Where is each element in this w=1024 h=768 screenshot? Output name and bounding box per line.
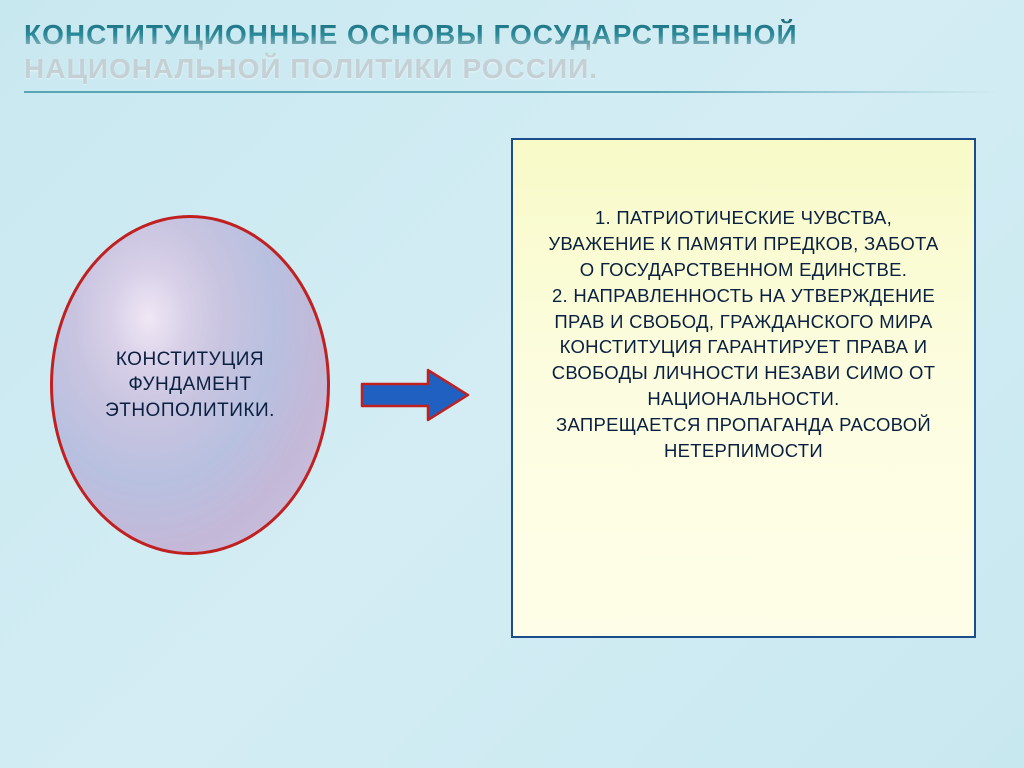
- title-line-1: КОНСТИТУЦИОННЫЕ ОСНОВЫ ГОСУДАРСТВЕННОЙ: [24, 19, 798, 50]
- concept-ellipse: КОНСТИТУЦИЯ ФУНДАМЕНТ ЭТНОПОЛИТИКИ.: [50, 215, 330, 555]
- content-text: 1. ПАТРИОТИЧЕСКИЕ ЧУВСТВА, УВАЖЕНИЕ К ПА…: [543, 205, 944, 464]
- title-line-2: НАЦИОНАЛЬНОЙ ПОЛИТИКИ РОССИИ.: [24, 53, 598, 84]
- content-box: 1. ПАТРИОТИЧЕСКИЕ ЧУВСТВА, УВАЖЕНИЕ К ПА…: [511, 138, 976, 638]
- arrow-icon: [360, 368, 470, 422]
- slide-title: КОНСТИТУЦИОННЫЕ ОСНОВЫ ГОСУДАРСТВЕННОЙ Н…: [24, 18, 1000, 93]
- title-underline: [24, 91, 1000, 93]
- ellipse-label: КОНСТИТУЦИЯ ФУНДАМЕНТ ЭТНОПОЛИТИКИ.: [73, 347, 307, 424]
